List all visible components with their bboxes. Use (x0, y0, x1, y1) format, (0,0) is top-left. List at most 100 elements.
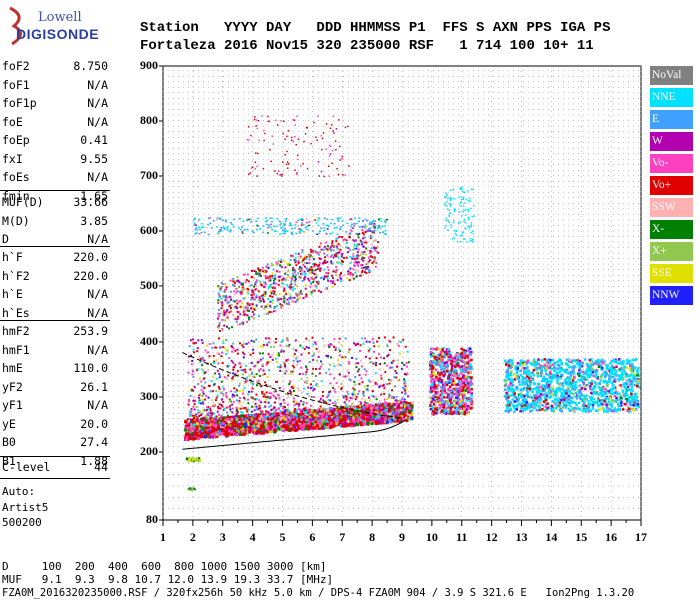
echo-point (276, 297, 279, 300)
echo-point (356, 222, 359, 225)
echo-point (192, 375, 195, 378)
echo-point (356, 405, 360, 409)
echo-point (269, 290, 272, 293)
echo-point (225, 310, 228, 313)
echo-point (255, 417, 259, 421)
echo-point (189, 394, 192, 397)
echo-point (254, 283, 257, 286)
echo-point (348, 378, 351, 381)
echo-point (274, 293, 277, 296)
echo-point (195, 413, 198, 416)
echo-point (241, 230, 244, 233)
echo-point (335, 245, 338, 248)
echo-point (229, 307, 232, 310)
echo-point (271, 429, 275, 433)
echo-point (239, 432, 243, 436)
echo-point (209, 390, 212, 393)
echo-point (231, 283, 234, 286)
echo-point (320, 416, 323, 419)
echo-point (246, 290, 249, 293)
echo-point (187, 371, 190, 374)
echo-point (329, 127, 332, 129)
echo-point (365, 370, 368, 373)
echo-point (236, 424, 240, 428)
echo-point (277, 418, 280, 421)
echo-point (339, 159, 341, 161)
parameter-panel: foF2 8.750 foF1 N/A foF1p N/A foE N/A foEp 0.41 fx… (0, 0, 112, 600)
echo-point (197, 396, 200, 399)
echo-point (360, 240, 363, 243)
param-value: N/A (87, 96, 108, 110)
echo-point (344, 423, 348, 427)
echo-point (218, 353, 221, 356)
echo-point (308, 255, 311, 258)
echo-point (236, 315, 239, 318)
echo-point (251, 230, 254, 232)
echo-point (243, 229, 246, 231)
echo-point (266, 414, 269, 417)
echo-point (311, 269, 314, 272)
echo-point (356, 411, 360, 415)
echo-point (279, 303, 282, 306)
echo-point (252, 297, 255, 300)
echo-point (224, 422, 228, 426)
echo-point (229, 296, 232, 299)
echo-point (267, 298, 270, 301)
echo-point (259, 352, 262, 355)
echo-point (251, 405, 254, 408)
echo-point (281, 173, 283, 176)
echo-point (434, 368, 438, 372)
echo-point (396, 418, 399, 421)
echo-point (333, 244, 336, 247)
echo-point (265, 430, 269, 434)
echo-point (430, 400, 433, 404)
echo-point (332, 386, 335, 389)
echo-point (308, 279, 311, 282)
echo-point (327, 225, 330, 227)
echo-point (200, 388, 203, 391)
echo-point (323, 412, 326, 415)
echo-point (273, 395, 276, 398)
echo-point (271, 228, 274, 231)
echo-point (311, 412, 314, 415)
echo-point (365, 247, 368, 250)
echo-point (192, 368, 195, 371)
echo-point (205, 394, 208, 397)
echo-point (320, 227, 323, 229)
echo-point (245, 414, 249, 418)
echo-point (239, 305, 242, 308)
echo-point (251, 371, 254, 374)
echo-point (327, 272, 330, 275)
echo-point (339, 217, 342, 219)
echo-point (267, 353, 270, 356)
echo-point (199, 393, 202, 396)
echo-point (252, 352, 255, 355)
echo-point (240, 369, 243, 372)
echo-point (340, 258, 343, 261)
echo-point (286, 414, 289, 417)
echo-point (267, 227, 270, 229)
echo-point (273, 225, 276, 228)
echo-point (313, 418, 316, 421)
echo-point (402, 338, 405, 341)
echo-point (380, 403, 384, 407)
echo-point (217, 231, 220, 233)
echo-point (266, 219, 269, 222)
echo-point (338, 412, 341, 415)
echo-point (236, 324, 239, 327)
echo-point (252, 290, 255, 293)
echo-point (205, 344, 208, 347)
echo-point (280, 402, 283, 405)
echo-point (289, 295, 292, 298)
echo-point (383, 392, 386, 395)
echo-point (256, 224, 259, 227)
echo-point (189, 339, 192, 342)
echo-point (306, 268, 309, 271)
echo-point (313, 412, 316, 415)
param-value: N/A (87, 114, 108, 129)
echo-point (220, 351, 223, 354)
echo-point (234, 363, 237, 366)
echo-point (222, 400, 225, 403)
echo-point (294, 252, 297, 255)
echo-point (278, 397, 281, 400)
